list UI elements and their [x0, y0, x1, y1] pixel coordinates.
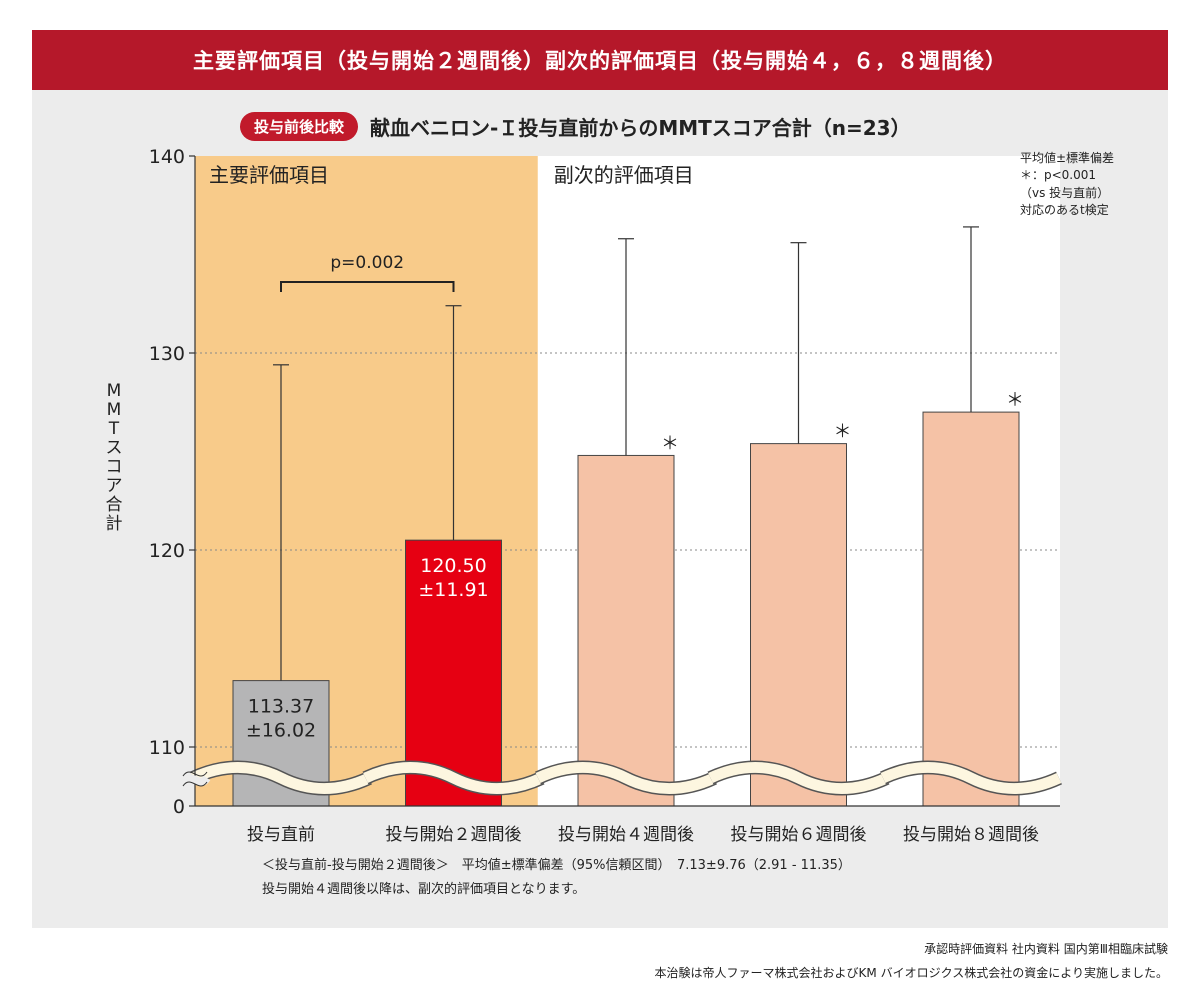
- header-title: 主要評価項目（投与開始２週間後）副次的評価項目（投与開始４，６，８週間後）: [193, 49, 1007, 73]
- y-axis-label-char: ア: [106, 476, 123, 496]
- x-tick-label-4: 投与開始８週間後: [903, 825, 1039, 845]
- source-note-1: 承認時評価資料 社内資料 国内第Ⅲ相臨床試験: [924, 942, 1168, 956]
- x-tick-label-2: 投与開始４週間後: [558, 825, 694, 845]
- data-label-value-1: 120.50: [420, 555, 486, 577]
- footnote-line2: 投与開始４週間後以降は、副次的評価項目となります。: [262, 881, 586, 897]
- y-tick-label-130: 130: [149, 343, 185, 365]
- region-label-0: 主要評価項目: [209, 163, 329, 187]
- x-tick-label-1: 投与開始２週間後: [386, 825, 522, 845]
- comparison-p-value: p=0.002: [330, 253, 404, 273]
- legend-note-line4: 対応のあるt検定: [1020, 203, 1109, 218]
- axis-break-1: [363, 762, 544, 794]
- y-tick-label-0: 0: [173, 796, 185, 818]
- header-banner: 主要評価項目（投与開始２週間後）副次的評価項目（投与開始４，６，８週間後）: [32, 30, 1168, 90]
- y-axis-label-char: M: [107, 381, 122, 401]
- region-label-1: 副次的評価項目: [554, 163, 694, 187]
- y-axis-label-char: 合: [106, 495, 123, 515]
- y-tick-label-120: 120: [149, 540, 185, 562]
- axis-break-3: [708, 762, 889, 794]
- subtitle-row: 投与前後比較 献血ベニロン-Ｉ投与直前からのMMTスコア合計（n=23）: [240, 110, 911, 142]
- bar-4: [922, 411, 1020, 807]
- significance-marker-4: ＊: [1006, 390, 1024, 411]
- data-label-value-0: 113.37: [248, 696, 314, 718]
- y-tick-label-110: 110: [149, 737, 185, 759]
- y-axis-label-char: M: [107, 400, 122, 420]
- footnotes: ＜投与直前-投与開始２週間後＞ 平均値±標準偏差（95%信頼区間） 7.13±9…: [262, 856, 851, 899]
- y-axis-label-char: ス: [106, 438, 123, 458]
- y-axis-break-line-b: [182, 781, 208, 787]
- data-label-sd-1: ±11.91: [418, 579, 488, 601]
- comparison-bracket: [280, 281, 455, 292]
- axis-break-0: [190, 762, 372, 794]
- y-axis-label-char: T: [108, 419, 120, 439]
- y-axis-label-char: 計: [106, 514, 123, 534]
- legend-note-line3: （vs 投与直前）: [1020, 185, 1110, 200]
- y-axis-label-char: コ: [106, 457, 123, 477]
- footnote-line1: ＜投与直前-投与開始２週間後＞ 平均値±標準偏差（95%信頼区間） 7.13±9…: [262, 858, 851, 873]
- legend-note: 平均値±標準偏差 ＊：p<0.001 （vs 投与直前） 対応のあるt検定: [1020, 150, 1114, 220]
- y-axis-break-line-a: [182, 771, 208, 777]
- axis-break-4: [880, 762, 1062, 794]
- chart-subtitle: 献血ベニロン-Ｉ投与直前からのMMTスコア合計（n=23）: [370, 115, 911, 140]
- data-label-sd-0: ±16.02: [246, 720, 316, 742]
- bar-2: [577, 454, 675, 807]
- significance-marker-3: ＊: [834, 422, 852, 443]
- bar-3: [750, 443, 847, 807]
- legend-note-line2: ＊：p<0.001: [1020, 168, 1097, 183]
- comparison-pill: 投与前後比較: [240, 111, 359, 141]
- x-tick-label-0: 投与直前: [247, 825, 315, 845]
- x-tick-label-3: 投与開始６週間後: [731, 825, 867, 845]
- legend-note-line1: 平均値±標準偏差: [1020, 151, 1115, 165]
- axis-break-2: [535, 762, 717, 794]
- source-note-2: 本治験は帝人ファーマ株式会社およびKM バイオロジクス株式会社の資金により実施し…: [654, 966, 1168, 980]
- y-tick-label-140: 140: [149, 146, 185, 168]
- significance-marker-2: ＊: [661, 433, 679, 454]
- y-axis-break: [179, 774, 211, 786]
